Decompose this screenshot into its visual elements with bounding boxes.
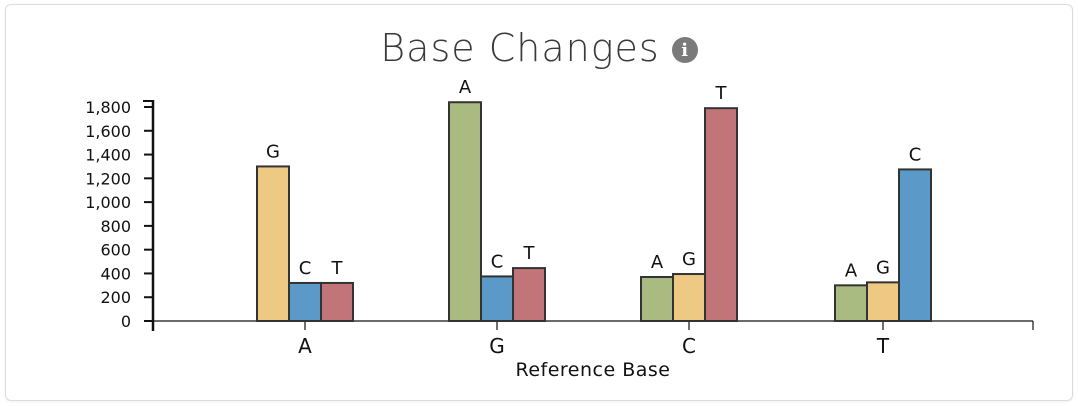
bar-label: T: [715, 83, 728, 104]
bar-label: C: [909, 144, 922, 165]
bar-label: G: [266, 141, 280, 162]
y-tick-label: 0: [121, 312, 131, 331]
x-tick-label: G: [489, 334, 505, 358]
bar-G-to-A: [448, 101, 482, 322]
bar-G-to-T: [512, 267, 546, 323]
bar-label: C: [299, 258, 312, 279]
x-axis-title: Reference Base: [516, 359, 671, 381]
bar-C-to-G: [672, 273, 706, 322]
y-tick-label: 1,800: [85, 98, 131, 117]
y-tick-label: 400: [100, 264, 131, 283]
bar-T-to-A: [834, 284, 868, 323]
x-tick-label: A: [298, 334, 312, 358]
y-tick-label: 1,400: [85, 146, 131, 165]
title-row: Base Changes i: [6, 23, 1072, 73]
y-tick-label: 1,200: [85, 169, 131, 188]
bar-label: A: [459, 77, 472, 98]
y-tick-label: 800: [100, 217, 131, 236]
bar-C-to-A: [640, 276, 674, 322]
bar-label: A: [845, 260, 858, 281]
bar-T-to-C: [898, 168, 932, 322]
chart-card: Base Changes i: [5, 4, 1073, 401]
y-tick-label: 200: [100, 288, 131, 307]
bar-label: C: [491, 251, 504, 272]
x-tick-label: C: [682, 334, 696, 358]
y-tick-label: 600: [100, 241, 131, 260]
bar-A-to-T: [320, 281, 354, 323]
bar-label: G: [682, 249, 696, 270]
bars: [256, 101, 932, 323]
bar-label: T: [331, 258, 344, 279]
bar-T-to-G: [866, 281, 900, 323]
bar-A-to-C: [288, 281, 322, 323]
bar-label: A: [651, 252, 664, 273]
bar-G-to-C: [480, 275, 514, 322]
bar-label: G: [876, 257, 890, 278]
y-tick-label: 1,000: [85, 193, 131, 212]
bar-A-to-G: [256, 165, 290, 322]
bar-C-to-T: [704, 107, 738, 322]
chart-title: Base Changes: [380, 26, 660, 70]
info-icon[interactable]: i: [671, 37, 698, 63]
bar-label: T: [523, 243, 536, 264]
x-tick-label: T: [876, 334, 890, 358]
y-tick-label: 1,600: [85, 122, 131, 141]
